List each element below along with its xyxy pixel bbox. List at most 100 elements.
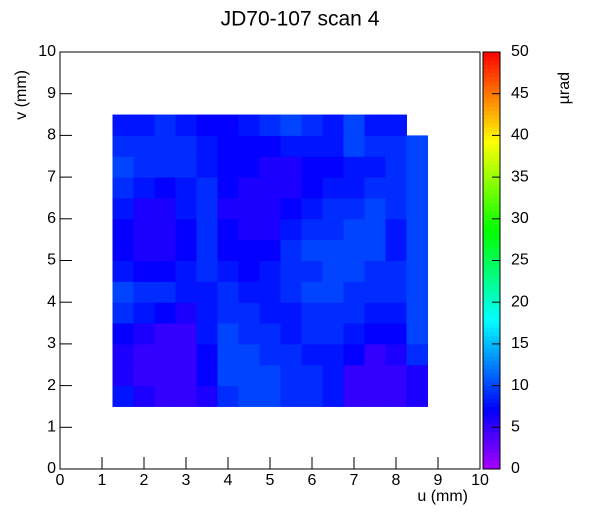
colorbar-segment [483,281,500,287]
heatmap-cell [385,281,407,303]
heatmap-cell [112,135,134,157]
heatmap-cell [301,218,323,241]
heatmap-cell [259,135,281,157]
colorbar-segment [483,352,500,357]
colorbar-segment [483,181,500,186]
heatmap-cell [238,114,260,136]
colorbar-segment [483,177,500,182]
colorbar-segment [483,323,500,328]
x-tick-label: 7 [350,472,359,489]
colorbar-segment [483,72,500,78]
heatmap-cell [406,156,428,178]
heatmap-cell [322,343,344,366]
heatmap-cell [133,260,155,282]
heatmap-cell [364,156,386,178]
heatmap-cell [259,323,281,345]
colorbar-segment [483,56,500,61]
heatmap-cell [259,239,281,261]
colorbar-segment [483,235,500,241]
colorbar-segment [483,414,500,420]
x-tick-label: 3 [182,472,191,489]
heatmap-cell [133,135,155,157]
heatmap-cell [280,343,302,366]
heatmap-cell [385,239,407,261]
heatmap-cell [406,343,428,366]
heatmap-cell [238,323,260,345]
colorbar-segment [483,273,500,278]
heatmap-cell [343,218,365,241]
heatmap-cell [385,343,407,366]
heatmap-cell [406,197,428,220]
heatmap-cell [406,260,428,282]
colorbar-label: µrad [556,72,573,104]
colorbar-segment [483,172,500,178]
colorbar-segment [483,214,500,220]
heatmap-cell [238,260,260,282]
colorbar-segment [483,147,500,153]
heatmap-cell [133,302,155,324]
colorbar-segment [483,127,500,132]
colorbar-tick-label: 25 [511,252,529,269]
colorbar-segment [483,302,500,307]
heatmap-cell [259,218,281,241]
heatmap-cell [175,343,197,366]
colorbar-segment [483,427,500,432]
colorbar-segment [483,406,500,412]
colorbar-segment [483,252,500,257]
colorbar-segment [483,139,500,145]
colorbar-segment [483,143,500,149]
x-tick-label: 5 [266,472,275,489]
heatmap-cell [112,364,134,387]
heatmap-cell [154,302,176,324]
heatmap-cell [406,135,428,157]
colorbar-segment [483,243,500,249]
heatmap-cell [406,281,428,303]
colorbar-tick-label: 5 [511,419,520,436]
x-tick-label: 8 [392,472,401,489]
heatmap-cell [364,114,386,136]
heatmap-cell [364,218,386,241]
colorbar-segment [483,364,500,370]
heatmap-cell [322,218,344,241]
colorbar-segment [483,135,500,141]
x-tick-label: 2 [140,472,149,489]
colorbar-segment [483,110,500,116]
heatmap-cell [133,364,155,387]
heatmap-cell [112,239,134,261]
heatmap-cell [196,156,218,178]
y-tick-label: 10 [38,43,56,60]
y-tick-label: 8 [47,127,56,144]
heatmap-cell [364,343,386,366]
heatmap-cell [154,135,176,157]
colorbar-segment [483,335,500,341]
y-tick-label: 5 [47,252,56,269]
heatmap-cell [133,239,155,261]
colorbar-segment [483,373,500,378]
heatmap-cell [238,197,260,220]
heatmap-cell [322,281,344,303]
heatmap-cell [238,364,260,387]
heatmap-cell [154,114,176,136]
heatmap-cell [112,156,134,178]
colorbar-segment [483,331,500,337]
heatmap-cell [364,260,386,282]
heatmap-cell [385,364,407,387]
heatmap-cell [343,385,365,407]
heatmap-cell [259,385,281,407]
heatmap-cell [301,385,323,407]
heatmap-cell [406,323,428,345]
heatmap-cell [196,114,218,136]
colorbar-segment [483,314,500,320]
heatmap-cell [238,218,260,241]
heatmap-cell [196,177,218,199]
heatmap-cell [280,177,302,199]
heatmap-cell [301,197,323,220]
heatmap-cell [385,302,407,324]
heatmap-cell [385,260,407,282]
y-tick-label: 3 [47,335,56,352]
heatmap-cell [343,114,365,136]
colorbar-segment [483,189,500,195]
colorbar-segment [483,218,500,224]
colorbar-segment [483,385,500,391]
